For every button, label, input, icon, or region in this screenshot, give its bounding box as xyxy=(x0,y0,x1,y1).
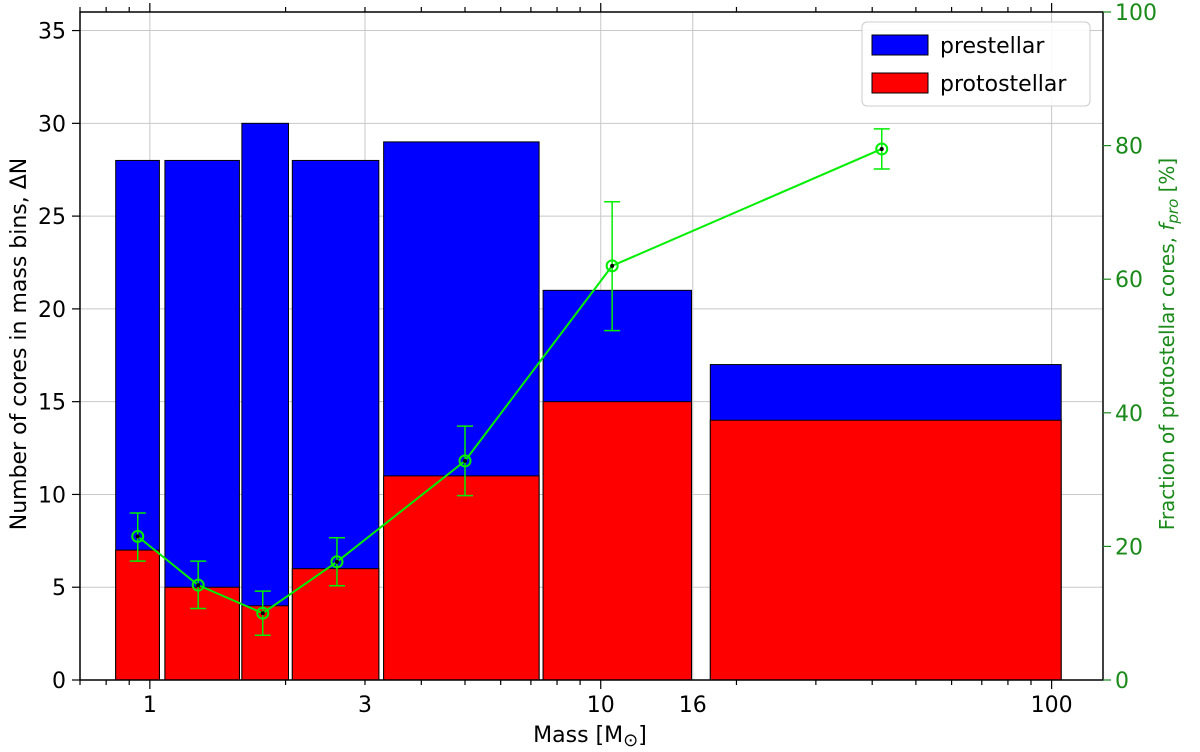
bar-protostellar-1 xyxy=(164,586,240,681)
bar-prestellar-2 xyxy=(241,122,289,681)
fraction-point-6 xyxy=(873,128,890,170)
bar-protostellar-6 xyxy=(709,419,1062,681)
marker-dot-2 xyxy=(260,611,265,616)
x-tick-label-1: 1 xyxy=(143,693,157,718)
marker-dot-4 xyxy=(463,458,468,463)
marker-ring-1 xyxy=(191,578,205,592)
fraction-point-2 xyxy=(254,590,271,636)
y-tick-label-35: 35 xyxy=(38,20,66,45)
fraction-point-1 xyxy=(190,560,207,610)
bars xyxy=(115,122,1062,681)
bar-protostellar-0 xyxy=(115,549,160,681)
marker-ring-5 xyxy=(605,259,619,273)
fraction-point-3 xyxy=(328,536,345,587)
y-right-tick-label-0: 0 xyxy=(1115,669,1129,694)
legend-swatch-protostellar xyxy=(871,72,929,94)
x-tick-label-16: 16 xyxy=(679,693,707,718)
fraction-point-5 xyxy=(604,200,621,332)
y-tick-label-20: 20 xyxy=(38,298,66,323)
marker-ring-6 xyxy=(875,142,889,156)
bar-protostellar-2 xyxy=(241,605,289,681)
fraction-point-0 xyxy=(129,512,146,562)
y-right-tick-label-20: 20 xyxy=(1115,535,1143,560)
marker-ring-2 xyxy=(256,606,270,620)
y-axis-title: Number of cores in mass bins, ΔN xyxy=(7,158,32,531)
plot-frame xyxy=(79,11,1104,681)
x-tick-label-100: 100 xyxy=(1031,693,1073,718)
y-axis-left: 0 5 10 15 20 25 30 35 xyxy=(38,20,80,694)
legend: prestellar protostellar xyxy=(861,21,1091,107)
x-axis-title: Mass [M⊙] xyxy=(533,723,647,751)
marker-dot-3 xyxy=(334,559,339,564)
y-axis-right-title: Fraction of protostellar cores, fpro [%] xyxy=(1155,158,1182,530)
marker-dot-0 xyxy=(135,534,140,539)
x-tick-label-3: 3 xyxy=(358,693,372,718)
y-right-tick-label-100: 100 xyxy=(1115,1,1157,26)
marker-ring-0 xyxy=(131,529,145,543)
x-axis: 1 3 10 16 100 xyxy=(79,3,1073,718)
y-axis-right: 0 20 40 60 80 100 xyxy=(1103,1,1157,694)
legend-label-prestellar: prestellar xyxy=(940,34,1045,59)
legend-label-protostellar: protostellar xyxy=(940,72,1067,97)
y-tick-label-5: 5 xyxy=(52,576,66,601)
marker-dot-5 xyxy=(610,263,615,268)
y-right-tick-label-40: 40 xyxy=(1115,402,1143,427)
marker-ring-3 xyxy=(330,555,344,569)
marker-dot-1 xyxy=(196,583,201,588)
x-tick-label-10: 10 xyxy=(587,693,615,718)
bar-protostellar-5 xyxy=(542,401,693,681)
fraction-series xyxy=(129,128,890,636)
y-right-tick-label-80: 80 xyxy=(1115,135,1143,160)
y-tick-label-15: 15 xyxy=(38,391,66,416)
fraction-point-4 xyxy=(457,425,474,497)
legend-swatch-prestellar xyxy=(871,34,929,56)
y-tick-label-30: 30 xyxy=(38,112,66,137)
y-tick-label-10: 10 xyxy=(38,483,66,508)
y-tick-label-25: 25 xyxy=(38,205,66,230)
y-tick-label-0: 0 xyxy=(52,669,66,694)
marker-ring-4 xyxy=(458,454,472,468)
y-right-tick-label-60: 60 xyxy=(1115,268,1143,293)
marker-dot-6 xyxy=(879,146,884,151)
